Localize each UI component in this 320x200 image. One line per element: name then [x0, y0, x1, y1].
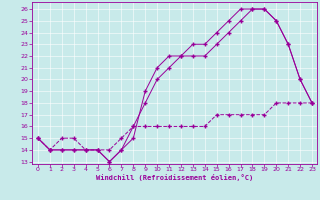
X-axis label: Windchill (Refroidissement éolien,°C): Windchill (Refroidissement éolien,°C): [96, 174, 253, 181]
